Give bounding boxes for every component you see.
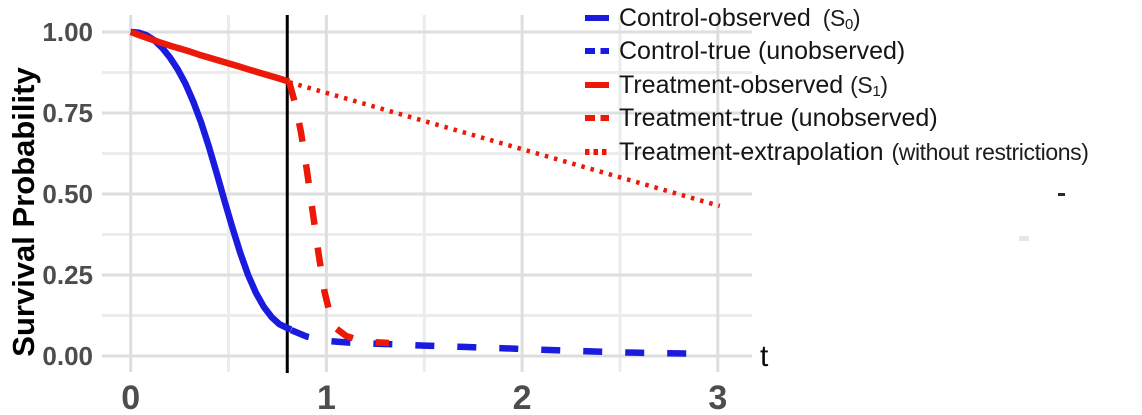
legend-label: Treatment-true (unobserved) — [619, 103, 938, 132]
artifact-mark — [1058, 193, 1065, 196]
legend-label: Treatment-extrapolation — [619, 137, 884, 166]
legend-label-suffix: (without restrictions) — [891, 138, 1089, 165]
legend-label: Control-observed — [619, 3, 811, 32]
legend-item-treatment-extrapolation: Treatment-extrapolation (without restrict… — [584, 135, 1089, 169]
tick-labels: 0 1 2 3 0.00 0.25 0.50 0.75 1.00 — [42, 17, 727, 415]
x-tick-label: 2 — [513, 379, 532, 415]
x-axis-title: t — [760, 340, 769, 373]
legend-label: Treatment-observed — [619, 70, 844, 99]
legend-item-treatment-observed: Treatment-observed (S 1) — [584, 68, 888, 102]
series-dotted-line — [288, 80, 721, 209]
legend-item-treatment-true: Treatment-true (unobserved) — [584, 101, 938, 135]
y-tick-label: 0.25 — [42, 260, 93, 290]
legend-label-suffix: (S — [822, 4, 846, 31]
x-tick-label: 0 — [121, 379, 140, 415]
solid-line-icon — [585, 82, 609, 88]
dotted-line-icon — [585, 149, 609, 155]
legend-item-control-true: Control-true (unobserved) — [584, 34, 905, 68]
legend-label-suffix-close: ) — [852, 4, 861, 31]
curves-layer — [129, 28, 721, 357]
artifact-mark — [1019, 236, 1029, 241]
y-tick-label: 0.75 — [42, 98, 93, 128]
legend-label-suffix-close: ) — [880, 71, 888, 98]
legend-subscript: 1 — [872, 82, 881, 100]
y-axis-title: Survival Probability — [6, 67, 41, 357]
dashed-line-icon — [585, 115, 609, 121]
x-tick-label: 1 — [317, 379, 336, 415]
legend-label: Control-true (unobserved) — [619, 36, 906, 65]
dashed-line-icon — [585, 48, 609, 54]
x-tick-label: 3 — [708, 379, 727, 415]
legend-subscript: 0 — [844, 15, 853, 33]
legend-label-suffix: (S — [850, 71, 873, 98]
solid-line-icon — [585, 15, 609, 21]
y-tick-label: 1.00 — [42, 17, 93, 47]
y-tick-label: 0.00 — [42, 341, 93, 371]
series-dashed-line — [289, 327, 703, 357]
legend-item-control-observed: Control-observed (S 0) — [584, 1, 861, 35]
series-dashed-line — [286, 81, 390, 347]
series-solid-line — [129, 28, 291, 85]
y-tick-label: 0.50 — [42, 179, 93, 209]
